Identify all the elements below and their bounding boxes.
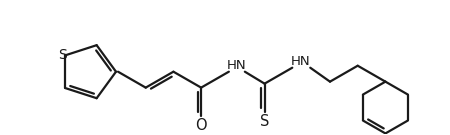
Text: S: S [58, 48, 67, 62]
Text: HN: HN [227, 59, 247, 72]
Text: O: O [195, 118, 207, 133]
Text: HN: HN [290, 55, 310, 68]
Text: S: S [260, 114, 269, 129]
